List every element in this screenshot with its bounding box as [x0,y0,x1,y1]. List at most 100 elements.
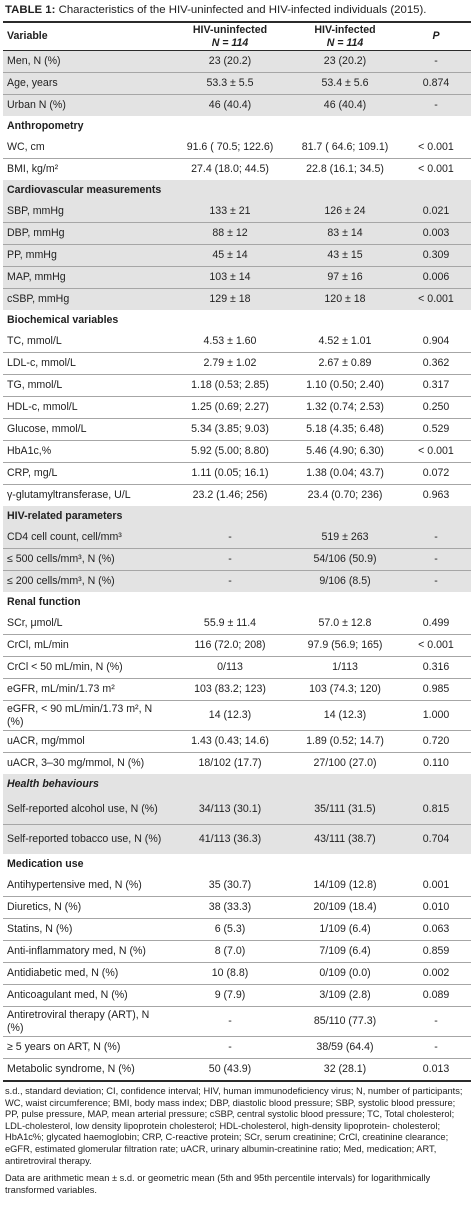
table-row: Glucose, mmol/L 5.34 (3.85; 9.03) 5.18 (4.… [3,418,471,441]
footnote-data-description: Data are arithmetic mean ± s.d. or geome… [5,1173,431,1195]
infected-cell: 14 (12.3) [289,700,401,731]
variable-cell: SCr, μmol/L [3,613,171,635]
uninfected-cell: 41/113 (36.3) [171,824,289,854]
p-value-cell: < 0.001 [401,137,471,159]
infected-cell: 2.67 ± 0.89 [289,352,401,375]
uninfected-cell: 34/113 (30.1) [171,795,289,825]
p-value-cell: - [401,50,471,73]
infected-cell: 1.10 (0.50; 2.40) [289,374,401,397]
p-value-cell: - [401,1036,471,1059]
header-uninfected-label: HIV-uninfected [192,24,268,36]
p-value-cell: 0.002 [401,962,471,985]
table-row: TC, mmol/L 4.53 ± 1.60 4.52 ± 1.01 0.904 [3,331,471,353]
uninfected-cell: - [171,1006,289,1037]
characteristics-table: Variable HIV-uninfected N = 114 HIV-infe… [3,23,471,1080]
uninfected-cell: 4.53 ± 1.60 [171,331,289,353]
infected-cell: 1.32 (0.74; 2.53) [289,396,401,419]
table-row: WC, cm 91.6 ( 70.5; 122.6) 81.7 ( 64.6; 10… [3,137,471,159]
variable-cell: LDL-c, mmol/L [3,352,171,375]
infected-cell: 1/113 [289,656,401,679]
p-value-cell: 0.063 [401,918,471,941]
variable-cell: Antidiabetic med, N (%) [3,962,171,985]
table-row: CrCl, mL/min 116 (72.0; 208) 97.9 (56.9; 1… [3,634,471,657]
infected-cell: 35/111 (31.5) [289,795,401,825]
header-variable: Variable [3,23,171,51]
variable-cell: Self-reported alcohol use, N (%) [3,795,171,825]
uninfected-cell: 116 (72.0; 208) [171,634,289,657]
p-value-cell: 0.317 [401,374,471,397]
variable-cell: Metabolic syndrome, N (%) [7,1063,135,1076]
uninfected-cell: 8 (7.0) [171,940,289,963]
uninfected-cell: 1.43 (0.43; 14.6) [171,730,289,753]
variable-cell: uACR, 3–30 mg/mmol, N (%) [7,757,145,770]
header-uninfected-n: N = 114 [211,36,249,49]
table-row: γ-glutamyltransferase, U/L 23.2 (1.46; 25… [3,485,471,507]
caption-label: TABLE 1: [5,4,56,16]
variable-cell: Men, N (%) [3,50,171,73]
infected-cell: 97.9 (56.9; 165) [289,634,401,657]
variable-cell: Antihypertensive med, N (%) [3,875,171,897]
header-infected-n: N = 114 [326,36,364,49]
p-value-cell: 0.006 [401,266,471,289]
p-value-cell: 0.003 [401,222,471,245]
uninfected-cell: 5.92 (5.00; 8.80) [171,440,289,463]
p-value-cell: 0.001 [401,875,471,897]
table-header: Variable HIV-uninfected N = 114 HIV-infe… [3,23,471,51]
variable-cell: HbA1c,% [3,440,171,463]
uninfected-cell: - [171,570,289,592]
table-row: eGFR, mL/min/1.73 m² 103 (83.2; 123) 103 (… [3,678,471,701]
header-hiv-uninfected: HIV-uninfected N = 114 [171,23,289,51]
p-value-cell: 0.529 [401,418,471,441]
variable-cell: eGFR, < 90 mL/min/1.73 m², N (%) [3,700,171,731]
uninfected-cell: 91.6 ( 70.5; 122.6) [171,137,289,159]
uninfected-cell: 23.2 (1.46; 256) [192,489,268,502]
variable-cell: Anticoagulant med, N (%) [3,984,171,1007]
infected-cell: 3/109 (2.8) [289,984,401,1007]
p-value-cell: 0.859 [401,940,471,963]
table-caption: TABLE 1: Characteristics of the HIV-unin… [3,0,471,21]
table-row: SCr, μmol/L 55.9 ± 11.4 57.0 ± 12.8 0.499 [3,613,471,635]
infected-cell: 14/109 (12.8) [289,875,401,897]
p-value-cell: 0.021 [401,201,471,223]
uninfected-cell: 1.18 (0.53; 2.85) [171,374,289,397]
variable-cell: TC, mmol/L [3,331,171,353]
variable-cell: MAP, mmHg [3,266,171,289]
variable-cell: ≤ 500 cells/mm³, N (%) [3,548,171,571]
uninfected-cell: 18/102 (17.7) [198,757,262,770]
variable-cell: HDL-c, mmol/L [3,396,171,419]
p-value-cell: 0.309 [401,244,471,267]
section-row: Biochemical variables [3,310,471,331]
variable-cell: ≥ 5 years on ART, N (%) [3,1036,171,1059]
infected-cell: 83 ± 14 [289,222,401,245]
variable-cell: Antiretroviral therapy (ART), N (%) [3,1006,171,1037]
infected-cell: 38/59 (64.4) [289,1036,401,1059]
table-row: MAP, mmHg 103 ± 14 97 ± 16 0.006 [3,266,471,289]
variable-cell: Anti-inflammatory med, N (%) [3,940,171,963]
table-row: CrCl < 50 mL/min, N (%) 0/113 1/113 0.316 [3,656,471,679]
infected-cell: 22.8 (16.1; 34.5) [306,163,384,176]
uninfected-cell: - [171,1036,289,1059]
p-value-cell: - [401,527,471,549]
p-value-cell: 0.904 [401,331,471,353]
header-hiv-infected: HIV-infected N = 114 [289,23,401,51]
p-value-cell: < 0.001 [401,440,471,463]
infected-cell: 5.46 (4.90; 6.30) [289,440,401,463]
p-value-cell: 0.010 [401,896,471,919]
table-row: ≥ 5 years on ART, N (%) -38/59 (64.4) - [3,1036,471,1059]
table-figure: TABLE 1: Characteristics of the HIV-unin… [3,0,471,1196]
infected-cell: 23.4 (0.70; 236) [307,489,383,502]
infected-cell: 1.38 (0.04; 43.7) [289,462,401,485]
header-infected-label: HIV-infected [314,24,376,36]
uninfected-cell: 2.79 ± 1.02 [171,352,289,375]
uninfected-cell: - [171,527,289,549]
uninfected-cell: 46 (40.4) [171,94,289,116]
table-row: CD4 cell count, cell/mm³ -519 ± 263- [3,527,471,549]
infected-cell: 0/109 (0.0) [289,962,401,985]
table-row: Statins, N (%) 6 (5.3) 1/109 (6.4) 0.063 [3,918,471,941]
variable-cell: Urban N (%) [3,94,171,116]
variable-cell: γ-glutamyltransferase, U/L [7,489,131,502]
section-row: Cardiovascular measurements [3,180,471,201]
variable-cell: CD4 cell count, cell/mm³ [3,527,171,549]
variable-cell: CRP, mg/L [3,462,171,485]
infected-cell: 57.0 ± 12.8 [289,613,401,635]
